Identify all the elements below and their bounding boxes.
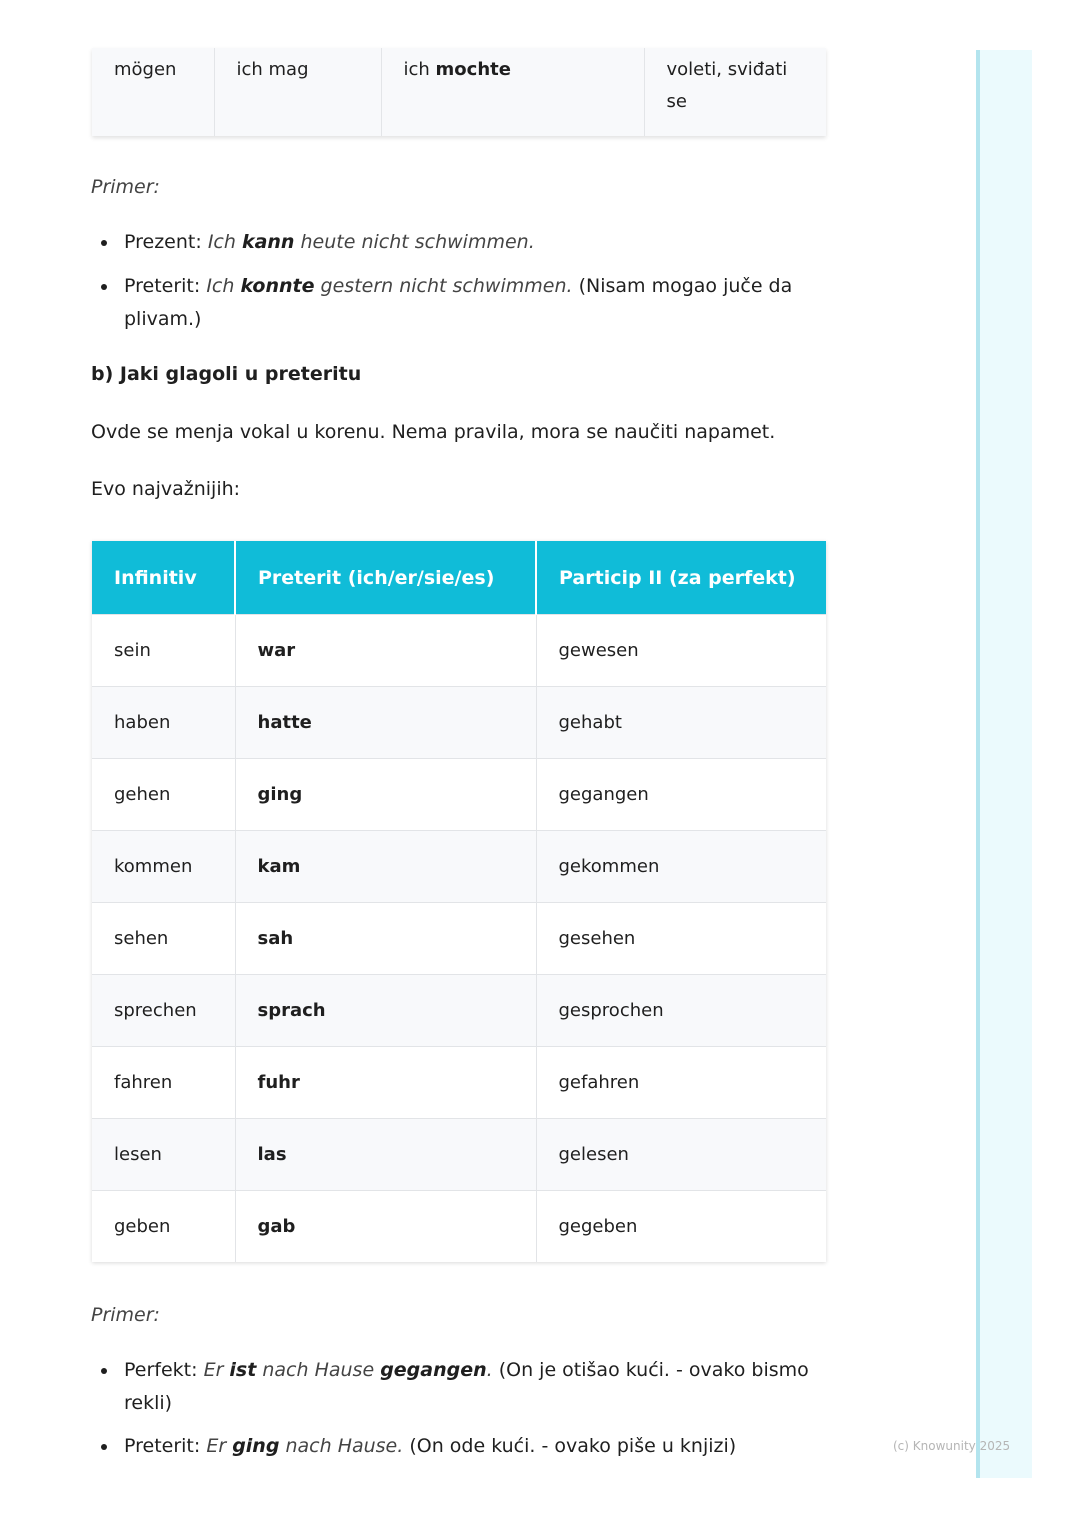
list-item: Perfekt: Er ist nach Hause gegangen. (On…: [92, 1354, 814, 1420]
example-list: Prezent: Ich kann heute nicht schwimmen.…: [92, 226, 814, 336]
table-cell: sein: [92, 614, 235, 687]
table-cell: kam: [234, 830, 536, 903]
table-row: lesen las gelesen: [92, 1118, 826, 1191]
table-cell: sah: [234, 902, 536, 975]
table-cell: fuhr: [234, 1046, 536, 1119]
table-cell: hatte: [234, 686, 536, 759]
table-cell: kommen: [92, 830, 235, 903]
table-cell: war: [234, 614, 536, 687]
table-cell: haben: [92, 686, 235, 759]
table-cell: gehen: [92, 758, 235, 831]
example-label: Primer:: [91, 1304, 160, 1326]
table-header-row: Infinitiv Preterit (ich/er/sie/es) Parti…: [92, 541, 826, 615]
table-cell: gewesen: [535, 614, 826, 687]
list-item: Preterit: Er ging nach Hause. (On ode ku…: [92, 1430, 814, 1463]
strong-verbs-table: Infinitiv Preterit (ich/er/sie/es) Parti…: [92, 541, 826, 1262]
table-row: sein war gewesen: [92, 614, 826, 687]
list-item: Prezent: Ich kann heute nicht schwimmen.: [92, 226, 814, 259]
table-cell: ich mochte: [380, 48, 644, 136]
table-row: sprechen sprach gesprochen: [92, 974, 826, 1047]
column-header: Preterit (ich/er/sie/es): [234, 541, 536, 615]
table-cell: mögen: [114, 59, 177, 80]
table-cell: gehabt: [535, 686, 826, 759]
table-cell: gefahren: [535, 1046, 826, 1119]
table-row: sehen sah gesehen: [92, 902, 826, 975]
table-cell: sehen: [92, 902, 235, 975]
table-row: haben hatte gehabt: [92, 686, 826, 759]
paragraph: Evo najvažnijih:: [91, 478, 241, 500]
table-cell: gekommen: [535, 830, 826, 903]
list-item: Preterit: Ich konnte gestern nicht schwi…: [92, 270, 814, 336]
table-cell: ich mag: [213, 48, 381, 136]
table-cell: geben: [92, 1190, 235, 1262]
table-cell: gegeben: [535, 1190, 826, 1262]
table-row: gehen ging gegangen: [92, 758, 826, 831]
table-cell: sprach: [234, 974, 536, 1047]
copyright: (c) Knowunity 2025: [893, 1439, 1011, 1453]
table-cell: gesehen: [535, 902, 826, 975]
table-cell: fahren: [92, 1046, 235, 1119]
table-row: mögen ich mag ich mochte voleti, sviđati…: [92, 48, 826, 136]
column-header: Infinitiv: [92, 541, 235, 615]
table-cell: voleti, sviđati se: [643, 48, 826, 136]
table-cell: gesprochen: [535, 974, 826, 1047]
example-label: Primer:: [91, 176, 160, 198]
table-row: fahren fuhr gefahren: [92, 1046, 826, 1119]
modal-verbs-table-tail: mögen ich mag ich mochte voleti, sviđati…: [92, 48, 826, 136]
side-panel: [976, 50, 1032, 1478]
section-heading: b) Jaki glagoli u preteritu: [91, 363, 362, 385]
table-cell: las: [234, 1118, 536, 1191]
column-header: Particip II (za perfekt): [535, 541, 826, 615]
paragraph: Ovde se menja vokal u korenu. Nema pravi…: [91, 421, 776, 443]
example-list: Perfekt: Er ist nach Hause gegangen. (On…: [92, 1354, 814, 1463]
table-cell: gegangen: [535, 758, 826, 831]
table-cell: ging: [234, 758, 536, 831]
table-cell: gelesen: [535, 1118, 826, 1191]
table-cell: gab: [234, 1190, 536, 1262]
table-cell: lesen: [92, 1118, 235, 1191]
table-cell: sprechen: [92, 974, 235, 1047]
table-row: kommen kam gekommen: [92, 830, 826, 903]
table-row: geben gab gegeben: [92, 1190, 826, 1262]
